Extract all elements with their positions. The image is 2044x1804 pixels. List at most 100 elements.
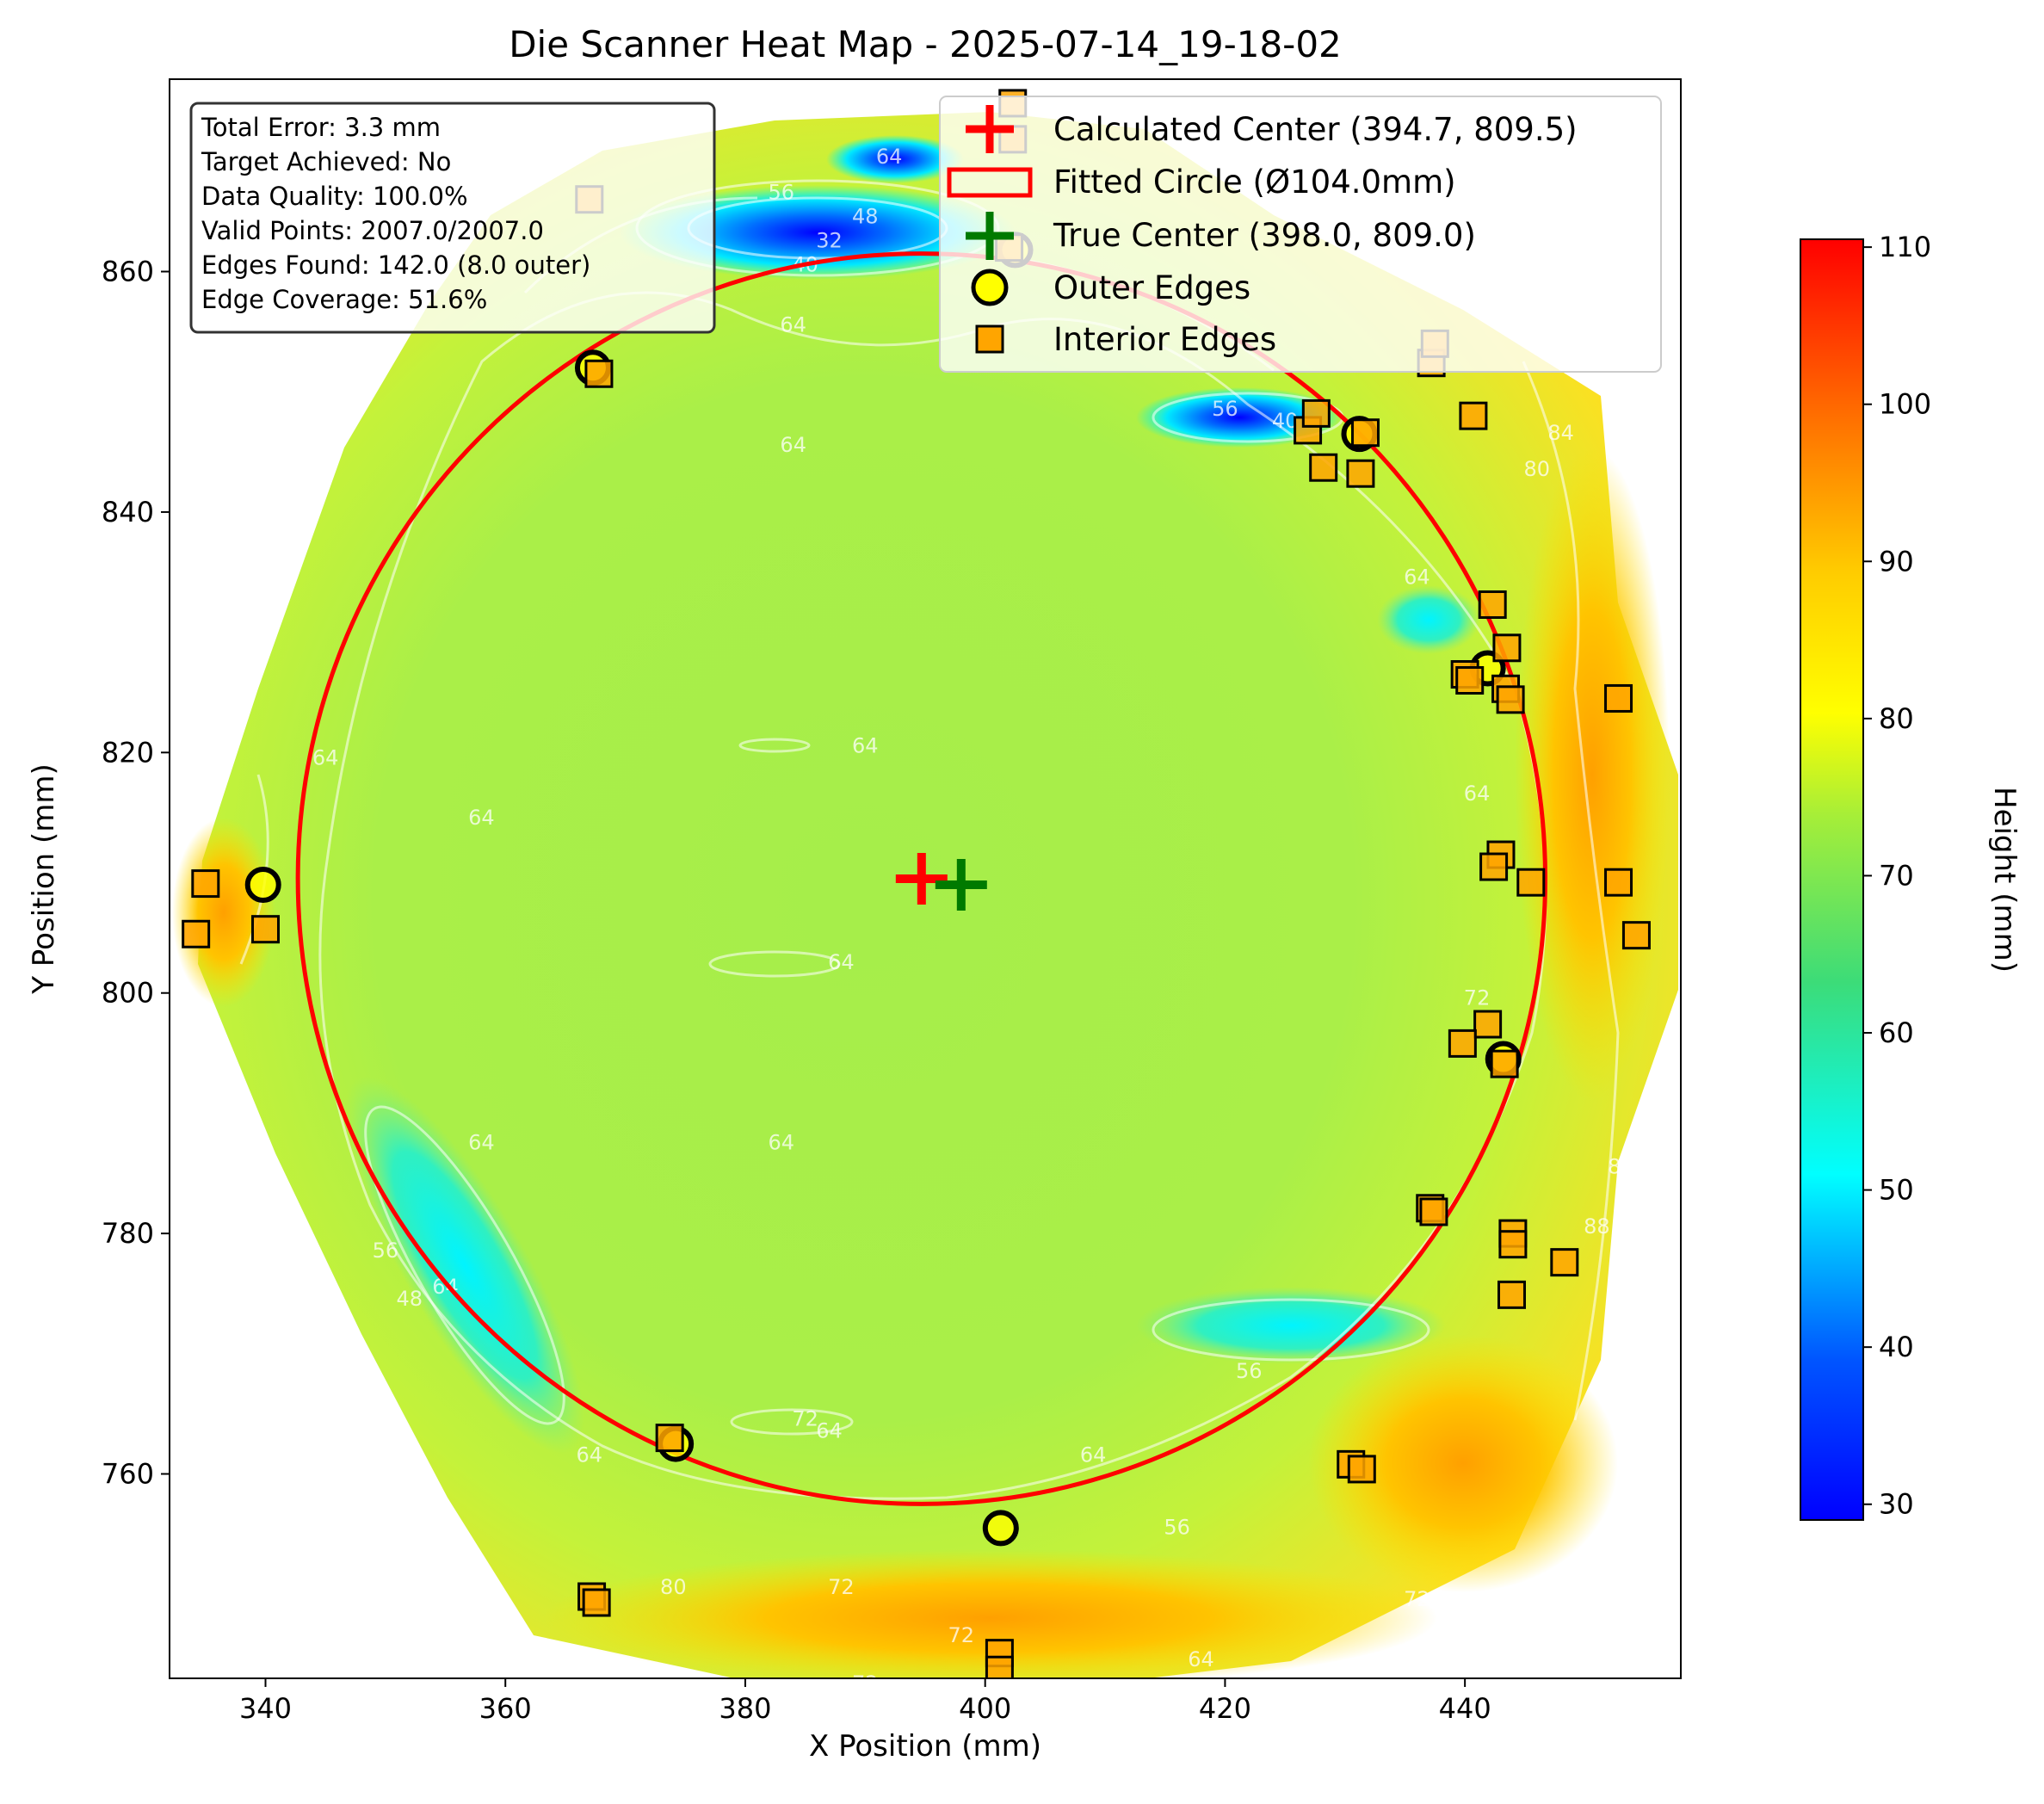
x-tick-label: 400: [959, 1692, 1011, 1725]
contour-label: 72: [948, 1623, 975, 1647]
contour-label: 88: [1608, 1154, 1634, 1178]
calculated-center-marker: [895, 853, 948, 905]
interior-edge-point: [1301, 398, 1331, 428]
contour-label: 64: [1464, 782, 1491, 806]
contour-label: 64: [468, 1130, 495, 1154]
interior-edge-point: [1346, 459, 1375, 488]
interior-edge-point: [250, 915, 280, 944]
legend-outer-edges: Outer Edges: [1053, 269, 1250, 306]
y-tick-label: 820: [102, 736, 154, 769]
contour-label: 72: [828, 1575, 855, 1599]
contour-label: 72: [1404, 1587, 1430, 1611]
contour-label: 56: [768, 181, 794, 205]
interior-edge-point: [1496, 685, 1525, 714]
interior-edge-point: [1479, 852, 1509, 881]
interior-edge-point: [655, 1424, 684, 1453]
interior-edge-point: [1497, 1280, 1526, 1309]
y-axis-label: Y Position (mm): [27, 763, 61, 995]
x-axis-label: X Position (mm): [809, 1729, 1041, 1764]
cyan-region-right: [1377, 585, 1480, 654]
contour-label: 64: [876, 145, 903, 169]
contour-label: 64: [828, 950, 855, 974]
interior-edge-point: [182, 919, 211, 948]
x-axis-ticks: 340 360 380 400 420 440: [239, 1678, 1491, 1725]
legend-calculated-center: Calculated Center (394.7, 809.5): [1053, 111, 1578, 148]
contour-label: 56: [1236, 1359, 1263, 1383]
colorbar-tick-label: 70: [1879, 859, 1914, 892]
info-box: Total Error: 3.3 mm Target Achieved: No …: [189, 102, 716, 334]
colorbar-label: Height (mm): [1987, 787, 2022, 973]
legend-interior-edges-swatch: [975, 324, 1004, 354]
contour-label: 64: [768, 1130, 794, 1154]
interior-edge-point: [1419, 1197, 1448, 1226]
colorbar-tick-label: 30: [1879, 1488, 1914, 1521]
legend-calculated-center-swatch: [966, 105, 1014, 153]
interior-edge-point: [1490, 1049, 1519, 1078]
info-target-achieved: Target Achieved: No: [201, 147, 451, 176]
legend-outer-edges-swatch: [971, 269, 1009, 306]
colorbar-tick-label: 50: [1879, 1174, 1914, 1207]
interior-edge-point: [1604, 868, 1633, 897]
contour-label: 64: [816, 1419, 843, 1443]
contour-label: 64: [852, 733, 879, 757]
outer-edge-point: [982, 1510, 1019, 1547]
contour-label: 56: [373, 1239, 399, 1263]
outer-edge-point: [244, 866, 281, 903]
colorbar-tick-label: 100: [1879, 388, 1931, 421]
colorbar-ticks: 30 40 50 60 70 80 90 100 110: [1863, 231, 1931, 1521]
y-tick-label: 780: [102, 1217, 154, 1250]
x-tick-label: 340: [239, 1692, 292, 1725]
interior-edge-point: [584, 359, 614, 388]
contour-label: 80: [660, 1575, 687, 1599]
y-tick-label: 800: [102, 977, 154, 1010]
contour-label: 72: [1464, 986, 1491, 1010]
y-axis-ticks: 760 780 800 820 840 860: [102, 256, 170, 1491]
interior-edge-point: [1478, 590, 1507, 619]
fitted-circle: [295, 251, 1548, 1506]
contour-label: 64: [1404, 565, 1430, 590]
info-data-quality: Data Quality: 100.0%: [201, 182, 468, 211]
interior-edge-point: [1459, 401, 1488, 430]
info-valid-points: Valid Points: 2007.0/2007.0: [201, 216, 544, 245]
legend-true-center: True Center (398.0, 809.0): [1053, 217, 1476, 254]
contour-label: 72: [852, 1671, 879, 1696]
x-tick-label: 440: [1439, 1692, 1491, 1725]
y-tick-label: 760: [102, 1458, 154, 1491]
interior-edge-point: [1516, 868, 1546, 897]
y-tick-label: 840: [102, 496, 154, 528]
heatmap-field: [198, 112, 1678, 1678]
true-center-marker: [935, 858, 987, 911]
interior-edge-point: [582, 1588, 611, 1617]
legend-true-center-swatch: [966, 212, 1014, 260]
cool-region-top-left: [826, 135, 964, 183]
contour-label: 64: [312, 745, 339, 769]
contour-label: 32: [816, 229, 843, 253]
plot-frame: [169, 78, 1682, 1679]
interior-edge-point: [1498, 1230, 1528, 1259]
interior-edge-point: [1473, 1010, 1503, 1039]
contour-label: 80: [1523, 457, 1550, 481]
contour-label: 48: [852, 205, 879, 229]
interior-edge-point: [1309, 453, 1338, 482]
interior-edge-point: [1347, 1455, 1376, 1484]
interior-edge-point: [1550, 1248, 1579, 1277]
legend-fitted-circle: Fitted Circle (Ø104.0mm): [1053, 164, 1456, 201]
colorbar-tick-label: 60: [1879, 1016, 1914, 1049]
warm-region-left: [172, 818, 275, 1007]
x-tick-label: 360: [479, 1692, 532, 1725]
interior-edge-point: [1604, 683, 1633, 713]
interior-edge-point: [191, 869, 220, 899]
colorbar: [1800, 238, 1864, 1521]
interior-edge-point: [1448, 1029, 1477, 1058]
interior-edge-point: [1492, 633, 1522, 663]
contour-label: 72: [792, 1407, 818, 1431]
colorbar-tick-label: 110: [1879, 231, 1931, 263]
cool-region-upper-right: [1136, 387, 1343, 448]
legend-fitted-circle-swatch: [947, 167, 1033, 198]
colorbar-tick-label: 80: [1879, 702, 1914, 735]
contour-label: 64: [1188, 1647, 1214, 1671]
info-edges-found: Edges Found: 142.0 (8.0 outer): [201, 250, 590, 280]
interior-edge-point: [1621, 921, 1651, 950]
info-edge-coverage: Edge Coverage: 51.6%: [201, 285, 487, 314]
